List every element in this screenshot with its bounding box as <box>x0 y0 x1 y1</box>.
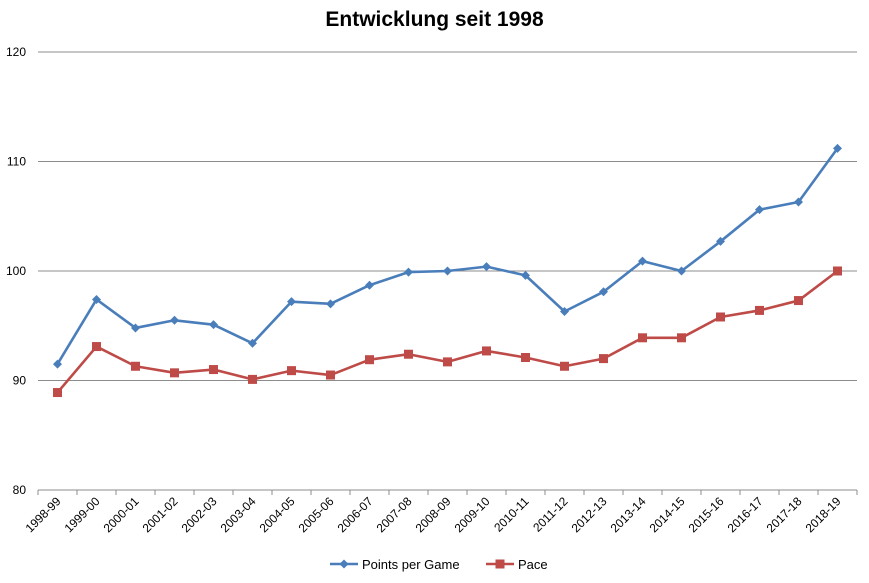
x-tick-label: 2017-18 <box>764 494 805 535</box>
data-point <box>833 266 842 276</box>
data-point <box>53 388 62 398</box>
data-point <box>365 280 374 290</box>
data-point <box>794 197 803 207</box>
x-tick-label: 1999-00 <box>62 494 103 535</box>
y-tick-label: 100 <box>6 264 26 278</box>
data-point <box>677 266 686 276</box>
data-point <box>755 305 764 315</box>
data-point <box>833 143 842 153</box>
data-point <box>287 366 296 376</box>
data-point <box>599 354 608 364</box>
data-point <box>521 353 530 363</box>
legend-marker <box>339 559 349 569</box>
x-tick-label: 2011-12 <box>530 494 571 535</box>
data-point <box>755 205 764 215</box>
legend-label: Points per Game <box>362 557 460 572</box>
data-point <box>326 370 335 380</box>
x-tick-label: 1998-99 <box>23 494 64 535</box>
y-tick-label: 110 <box>7 155 26 169</box>
x-tick-label: 2013-14 <box>608 494 649 535</box>
x-tick-label: 2009-10 <box>452 494 493 535</box>
x-tick-label: 2002-03 <box>179 494 220 535</box>
data-point <box>521 270 530 280</box>
data-point <box>365 355 374 365</box>
x-tick-label: 2007-08 <box>374 494 415 535</box>
data-point <box>209 365 218 375</box>
x-tick-label: 2001-02 <box>140 494 181 535</box>
data-point <box>326 299 335 309</box>
data-point <box>443 357 452 367</box>
data-point <box>794 296 803 306</box>
legend-marker <box>495 559 505 569</box>
data-point <box>248 338 257 348</box>
data-point <box>92 342 101 352</box>
chart-title: Entwicklung seit 1998 <box>325 8 544 31</box>
data-point <box>677 333 686 343</box>
data-point <box>287 297 296 307</box>
y-tick-label: 90 <box>13 374 27 388</box>
data-point <box>599 287 608 297</box>
y-tick-label: 120 <box>6 45 26 59</box>
y-tick-label: 80 <box>13 483 27 497</box>
data-point <box>482 262 491 272</box>
data-point <box>170 315 179 325</box>
x-tick-label: 2010-11 <box>491 494 532 535</box>
data-point <box>170 368 179 378</box>
x-tick-label: 2000-01 <box>101 494 142 535</box>
data-point <box>92 294 101 304</box>
x-tick-label: 2012-13 <box>569 494 610 535</box>
x-tick-label: 2014-15 <box>647 494 688 535</box>
x-tick-label: 2018-19 <box>803 494 844 535</box>
legend-label: Pace <box>518 557 548 572</box>
data-point <box>131 361 140 371</box>
data-point <box>560 307 569 317</box>
x-tick-label: 2016-17 <box>725 494 766 535</box>
data-point <box>716 236 725 246</box>
x-tick-label: 2003-04 <box>218 494 259 535</box>
data-point <box>716 312 725 322</box>
data-point <box>560 361 569 371</box>
data-point <box>404 349 413 359</box>
x-tick-label: 2006-07 <box>335 494 376 535</box>
x-tick-label: 2008-09 <box>413 494 454 535</box>
x-tick-label: 2015-16 <box>686 494 727 535</box>
data-point <box>482 346 491 356</box>
data-point <box>209 320 218 330</box>
data-point <box>131 323 140 333</box>
series-line-0 <box>56 147 839 365</box>
data-point <box>404 267 413 277</box>
data-point <box>248 374 257 384</box>
data-point <box>638 256 647 266</box>
data-point <box>443 266 452 276</box>
data-point <box>53 359 62 369</box>
x-tick-label: 2004-05 <box>257 494 298 535</box>
data-point <box>638 333 647 343</box>
x-tick-label: 2005-06 <box>296 494 337 535</box>
